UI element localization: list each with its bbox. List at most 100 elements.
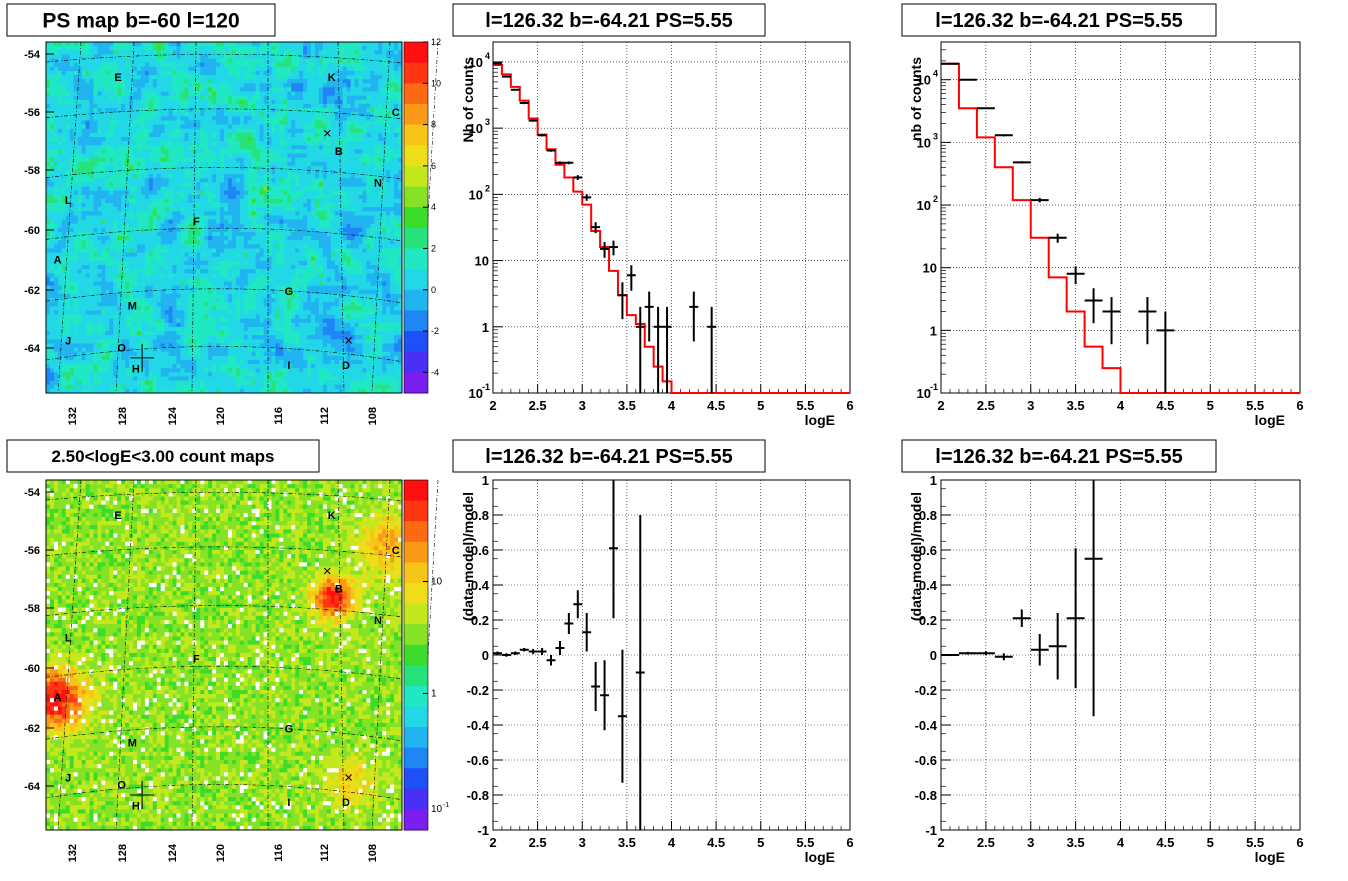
heatmap-cell: [184, 227, 189, 233]
heatmap-cell: [263, 256, 268, 262]
heatmap-cell: [287, 231, 292, 237]
heatmap-cell: [346, 240, 351, 245]
heatmap-cell: [318, 161, 324, 167]
heatmap-cell: [338, 236, 344, 241]
heatmap-cell: [342, 79, 348, 84]
heatmap-cell: [311, 149, 316, 154]
heatmap-cell: [386, 198, 391, 204]
heatmap-cell: [196, 124, 201, 130]
heatmap-cell: [188, 103, 193, 109]
heatmap-cell: [140, 244, 146, 249]
heatmap-cell: [89, 182, 94, 187]
heatmap-cell: [121, 132, 126, 138]
heatmap-cell: [113, 153, 118, 159]
heatmap-cell: [394, 66, 399, 72]
heatmap-cell: [386, 62, 391, 68]
heatmap-cell: [283, 211, 288, 216]
heatmap-cell: [326, 231, 332, 237]
heatmap-cell: [303, 95, 308, 101]
heatmap-cell: [97, 236, 102, 241]
heatmap-cell: [299, 186, 304, 192]
heatmap-cell: [168, 66, 173, 72]
heatmap-cell: [394, 252, 399, 258]
heatmap-cell: [49, 136, 55, 142]
heatmap-cell: [350, 236, 355, 241]
heatmap-cell: [271, 178, 276, 183]
heatmap-cell: [338, 42, 344, 47]
heatmap-cell: [65, 174, 71, 179]
heatmap-cell: [140, 70, 146, 76]
heatmap-cell: [212, 95, 217, 101]
heatmap-cell: [259, 66, 264, 72]
heatmap-cell: [326, 194, 332, 200]
heatmap-cell: [200, 66, 205, 72]
heatmap-cell: [133, 46, 138, 51]
heatmap-cell: [247, 182, 253, 187]
heatmap-cell: [140, 264, 146, 270]
heatmap-cell: [322, 103, 328, 109]
heatmap-cell: [208, 227, 213, 233]
heatmap-cell: [89, 46, 94, 51]
heatmap-cell: [275, 260, 280, 266]
heatmap-cell: [61, 124, 67, 130]
heatmap-cell: [267, 91, 272, 97]
heatmap-cell: [188, 149, 193, 154]
heatmap-cell: [307, 145, 312, 150]
heatmap-cell: [259, 116, 264, 121]
heatmap-cell: [188, 161, 193, 167]
heatmap-cell: [168, 153, 173, 159]
heatmap-cell: [152, 70, 158, 76]
heatmap-cell: [93, 99, 98, 105]
heatmap-cell: [224, 62, 229, 68]
heatmap-cell: [184, 120, 189, 125]
heatmap-cell: [196, 211, 201, 216]
heatmap-cell: [176, 231, 181, 237]
heatmap-cell: [97, 211, 102, 216]
heatmap-cell: [168, 174, 173, 179]
heatmap-cell: [231, 120, 237, 125]
heatmap-cell: [303, 174, 308, 179]
heatmap-cell: [318, 128, 324, 134]
heatmap-cell: [287, 219, 292, 225]
heatmap-cell: [318, 70, 324, 76]
heatmap-cell: [374, 42, 379, 47]
heatmap-cell: [192, 174, 197, 179]
heatmap-cell: [144, 99, 150, 105]
heatmap-cell: [121, 178, 126, 183]
heatmap-cell: [350, 128, 355, 134]
heatmap-cell: [136, 83, 142, 88]
heatmap-cell: [152, 54, 158, 59]
heatmap-cell: [311, 260, 316, 266]
heatmap-cell: [358, 240, 363, 245]
heatmap-cell: [113, 108, 118, 113]
heatmap-cell: [330, 244, 336, 249]
heatmap-cell: [144, 269, 150, 274]
heatmap-cell: [326, 161, 332, 167]
heatmap-cell: [394, 75, 399, 80]
heatmap-cell: [57, 198, 63, 204]
heatmap-cell: [322, 248, 328, 253]
heatmap-cell: [220, 186, 225, 192]
heatmap-cell: [279, 112, 284, 117]
heatmap-cell: [46, 46, 51, 51]
heatmap-cell: [156, 112, 162, 117]
heatmap-cell: [251, 215, 257, 220]
heatmap-cell: [61, 149, 67, 154]
heatmap-cell: [330, 190, 336, 196]
heatmap-cell: [275, 149, 280, 154]
heatmap-cell: [398, 91, 403, 97]
heatmap-cell: [318, 223, 324, 229]
heatmap-cell: [394, 264, 399, 270]
heatmap-cell: [109, 244, 114, 249]
heatmap-cell: [255, 219, 260, 225]
heatmap-cell: [295, 252, 300, 258]
heatmap-cell: [350, 190, 355, 196]
heatmap-cell: [105, 120, 110, 125]
heatmap-cell: [322, 46, 328, 51]
heatmap-cell: [235, 145, 241, 150]
heatmap-cell: [259, 227, 264, 233]
heatmap-cell: [176, 75, 181, 80]
heatmap-cell: [378, 165, 383, 171]
heatmap-cell: [196, 203, 201, 208]
heatmap-cell: [101, 269, 106, 274]
